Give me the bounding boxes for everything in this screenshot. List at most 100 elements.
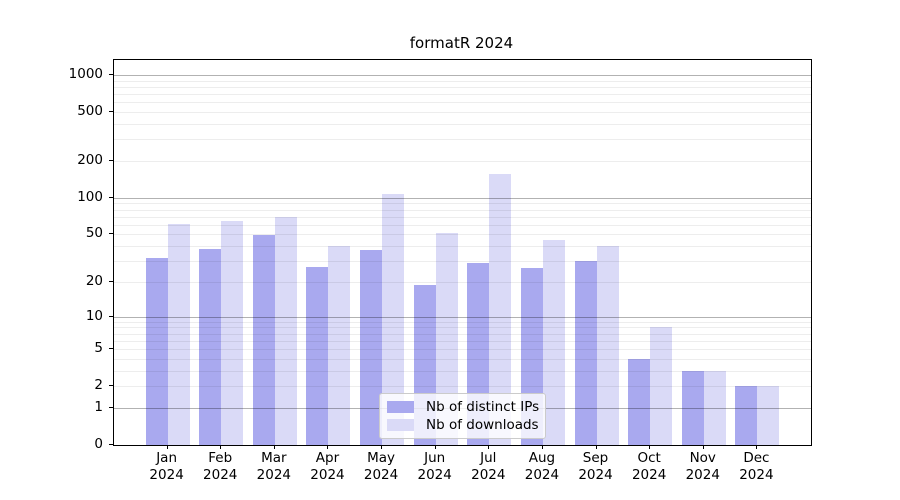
y-axis-tick (109, 196, 113, 198)
minor-gridline (114, 80, 811, 82)
minor-gridline (114, 333, 811, 335)
major-gridline (114, 316, 811, 318)
x-axis-label-year: 2024 (524, 467, 560, 483)
x-axis-label-month: Apr (315, 450, 340, 466)
bar-downloads-jun (435, 233, 458, 445)
x-axis-tick (541, 445, 543, 449)
minor-gridline (114, 94, 811, 96)
x-axis-label-year: 2024 (310, 467, 345, 483)
x-axis-tick (595, 445, 597, 449)
minor-gridline (114, 321, 811, 323)
y-axis-tick (109, 348, 113, 350)
y-axis-tick (109, 315, 113, 317)
y-axis-tick (109, 385, 113, 387)
x-axis-tick (166, 445, 168, 449)
bar-distinct-ips-may (360, 250, 383, 445)
x-axis-tick (488, 445, 490, 449)
x-axis-label-month: Dec (743, 450, 770, 466)
x-axis-label: Feb 2024 (188, 450, 252, 484)
minor-gridline (114, 246, 811, 248)
bar-downloads-nov (703, 370, 726, 445)
x-axis-tick (381, 445, 383, 449)
x-axis-label: Aug 2024 (510, 450, 574, 484)
legend-label-downloads: Nb of downloads (426, 417, 539, 433)
minor-gridline (114, 209, 811, 211)
x-axis-label-year: 2024 (256, 467, 292, 483)
legend-row: Nb of downloads (387, 416, 539, 434)
x-axis-tick (756, 445, 758, 449)
minor-gridline (114, 102, 811, 104)
y-axis-label: 100 (77, 188, 103, 205)
bar-downloads-jul (489, 173, 512, 445)
bar-downloads-dec (757, 386, 780, 445)
legend-swatch-distinct-ips (387, 401, 414, 413)
y-axis-label: 20 (85, 272, 103, 289)
bar-downloads-oct (650, 327, 673, 445)
x-axis-label-month: Aug (528, 450, 556, 466)
plot-area (113, 59, 812, 446)
minor-gridline (114, 203, 811, 205)
bar-downloads-feb (221, 220, 244, 445)
x-axis-label-month: Sep (582, 450, 609, 466)
x-axis-tick (434, 445, 436, 449)
y-axis-tick (109, 73, 113, 75)
bar-downloads-aug (542, 239, 565, 445)
bar-distinct-ips-apr (306, 266, 329, 445)
y-axis-tick (109, 406, 113, 408)
bar-distinct-ips-oct (628, 358, 651, 445)
minor-gridline (114, 160, 811, 162)
x-axis-label: Jul 2024 (456, 450, 520, 484)
y-axis-tick (109, 159, 113, 161)
y-axis-tick (109, 444, 113, 445)
y-axis-label: 200 (77, 151, 103, 168)
x-axis-tick (327, 445, 329, 449)
y-axis-tick (109, 111, 113, 113)
x-axis-label: May 2024 (349, 450, 413, 484)
major-gridline (114, 197, 811, 199)
y-axis-tick (109, 233, 113, 235)
x-axis-label: Mar 2024 (242, 450, 306, 484)
minor-gridline (114, 370, 811, 372)
x-axis-label: Sep 2024 (564, 450, 628, 484)
minor-gridline (114, 234, 811, 236)
minor-gridline (114, 123, 811, 125)
y-axis-label: 2 (94, 377, 103, 394)
x-axis-label-year: 2024 (739, 467, 774, 483)
y-axis-tick (109, 280, 113, 282)
x-axis-label-year: 2024 (363, 467, 399, 483)
minor-gridline (114, 358, 811, 360)
y-axis-label: 50 (85, 225, 103, 242)
legend-swatch-downloads (387, 419, 414, 431)
bar-downloads-mar (274, 217, 297, 445)
x-axis-label-month: Mar (261, 450, 287, 466)
major-gridline (114, 74, 811, 76)
chart-title: formatR 2024 (409, 34, 514, 52)
y-axis-label: 10 (85, 307, 103, 324)
bar-distinct-ips-jan (145, 257, 168, 445)
legend-label-distinct-ips: Nb of distinct IPs (426, 399, 540, 415)
minor-gridline (114, 224, 811, 226)
bar-distinct-ips-feb (199, 248, 222, 445)
minor-gridline (114, 261, 811, 263)
minor-gridline (114, 386, 811, 388)
y-axis-label: 1 (94, 398, 103, 415)
minor-gridline (114, 86, 811, 88)
x-axis-label-month: Oct (637, 450, 661, 466)
x-axis-label-year: 2024 (578, 467, 613, 483)
x-axis-label-month: Feb (208, 450, 233, 466)
x-axis-label: Nov 2024 (671, 450, 735, 484)
x-axis-label: Apr 2024 (295, 450, 359, 484)
x-axis-tick (702, 445, 704, 449)
minor-gridline (114, 139, 811, 141)
legend-row: Nb of distinct IPs (387, 398, 540, 416)
x-axis-tick (649, 445, 651, 449)
bar-downloads-sep (596, 246, 619, 445)
bar-distinct-ips-nov (681, 370, 704, 445)
x-axis-tick (273, 445, 275, 449)
minor-gridline (114, 112, 811, 114)
bar-distinct-ips-mar (252, 235, 275, 445)
x-axis-label: Oct 2024 (617, 450, 681, 484)
y-axis-label: 1000 (68, 65, 103, 82)
bar-distinct-ips-sep (574, 261, 597, 445)
